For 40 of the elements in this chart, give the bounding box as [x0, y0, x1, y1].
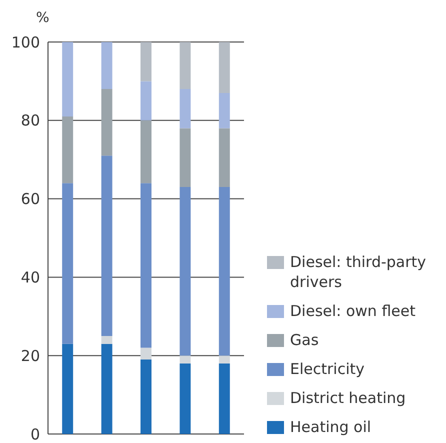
bar [62, 116, 74, 184]
bar [218, 42, 230, 93]
bar [218, 356, 230, 364]
bar [101, 156, 112, 336]
legend-label: Heating oil [290, 417, 372, 437]
y-tick-label: 60 [20, 190, 40, 208]
legend-label: Electricity [290, 359, 365, 379]
bar [180, 363, 191, 434]
bar [62, 183, 74, 344]
bar [218, 128, 230, 188]
y-tick-label: 0 [30, 425, 40, 443]
y-tick-label: 40 [20, 268, 40, 287]
bar [218, 187, 230, 356]
bar [180, 128, 191, 188]
bar [101, 89, 112, 156]
bar [101, 42, 112, 90]
y-tick-label: 20 [20, 346, 40, 365]
bar [140, 360, 152, 434]
y-tick-label: 100 [11, 33, 40, 52]
y-tick-label: 80 [20, 112, 40, 130]
bar [180, 356, 191, 364]
bar [180, 187, 191, 356]
bar [140, 183, 152, 348]
legend-label: District heating [290, 388, 406, 408]
legend-label: Diesel: third-party drivers [290, 252, 428, 292]
bar [101, 344, 112, 434]
bar [218, 363, 230, 434]
bar [140, 81, 152, 120]
bar [140, 42, 152, 82]
bar [62, 42, 74, 116]
bar [180, 89, 191, 128]
legend-label: Gas [290, 330, 319, 350]
y-axis-title: % [36, 10, 50, 26]
bar [101, 336, 112, 344]
bar [140, 348, 152, 360]
bar [140, 120, 152, 184]
bar [62, 344, 74, 434]
bar [218, 92, 230, 128]
bar [180, 42, 191, 90]
legend-label: Diesel: own fleet [290, 301, 416, 321]
